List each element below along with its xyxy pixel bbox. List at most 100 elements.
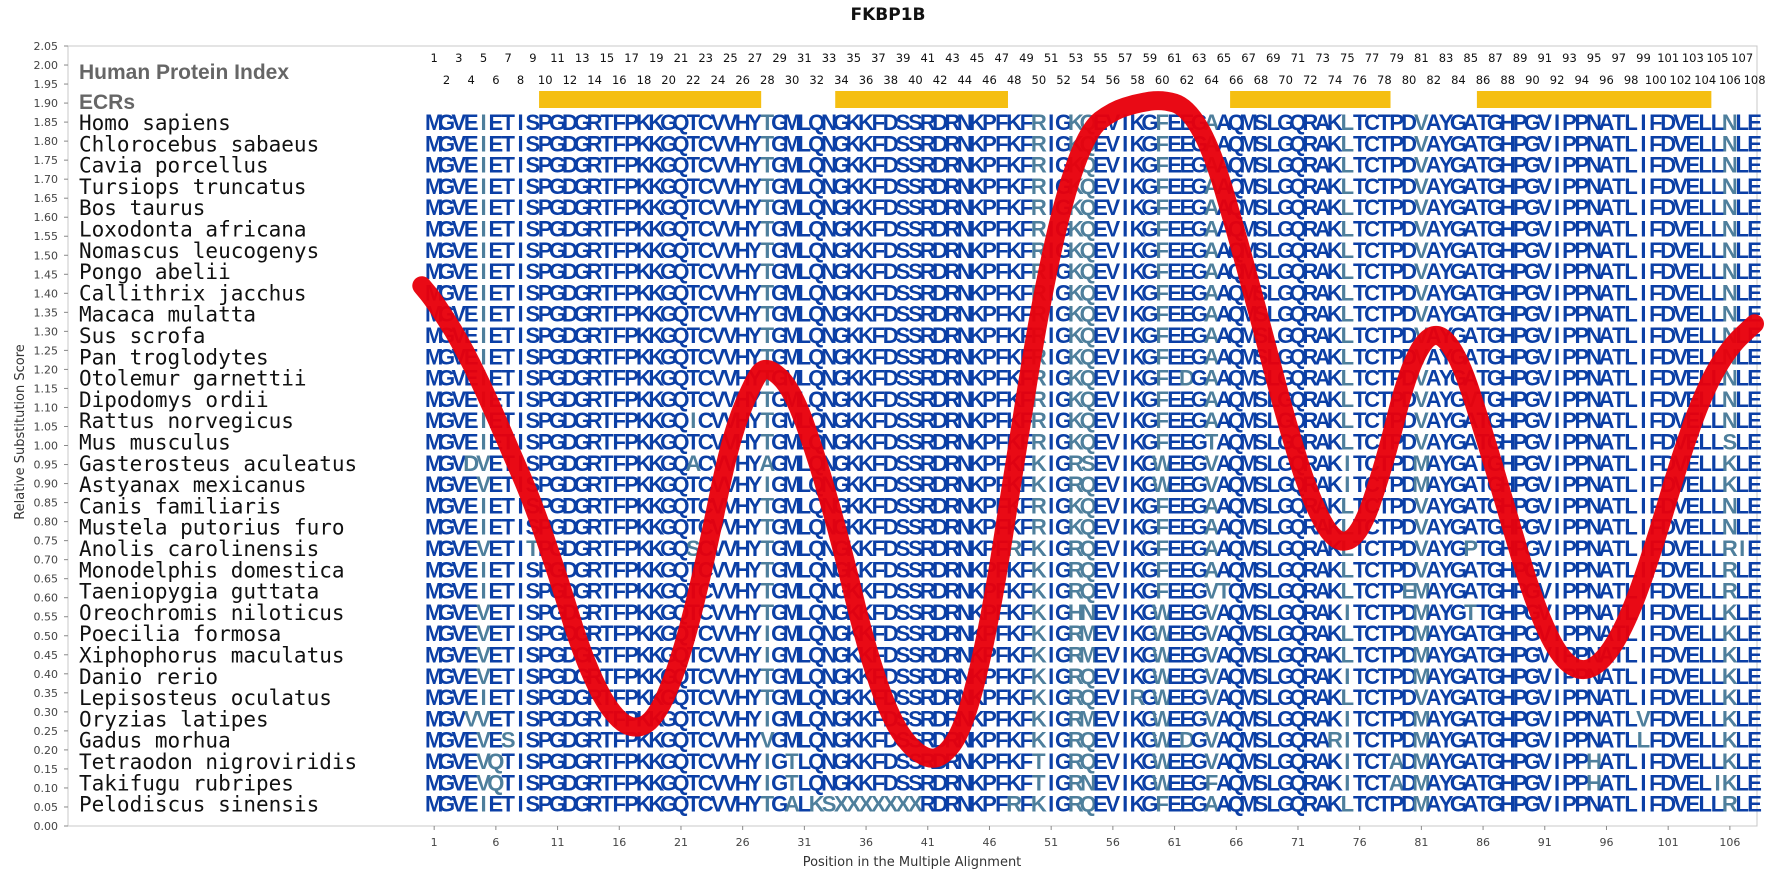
species-label: Taeniopygia guttata [79,580,319,604]
sequence-row: MGVEVET ISPGDGRTFPKKGQTCVVHYTGMLQNGKKFDSS… [425,664,1762,689]
position-number: 18 [637,73,652,87]
y-tick-label: 1.30 [34,325,59,338]
y-tick-label: 1.55 [34,230,59,243]
y-tick-label: 1.20 [34,363,59,376]
species-label: Pelodiscus sinensis [79,793,319,817]
position-number: 38 [883,73,898,87]
x-tick-label: 41 [921,836,935,849]
x-tick-label: 71 [1291,836,1305,849]
sequence-row: MGVEIET ISPGDGRTFPKKGQTCVVHYTGALKSXXXXXXX… [425,792,1762,817]
position-number: 9 [529,51,536,65]
y-tick-label: 1.45 [34,268,59,281]
species-label: Monodelphis domestica [79,558,345,582]
plot-frame [67,45,1758,827]
sequence-row: MGVEIET ISPGDGRTFPKKGQTCVVHYTGMLQNGKKFDSS… [425,579,1762,604]
position-number: 7 [505,51,512,65]
species-label: Rattus norvegicus [79,409,294,433]
x-tick-label: 81 [1414,836,1428,849]
position-number: 46 [982,73,997,87]
position-number: 54 [1081,73,1096,87]
y-tick-label: 0.95 [34,459,59,472]
y-tick-label: 1.95 [34,78,59,91]
sequence-row: MGVEVESISPGDGRTFPKKGQTCVVHYVGMLQNGKKFDSS… [425,728,1762,753]
position-number: 5 [480,51,487,65]
y-tick-label: 0.70 [34,554,59,567]
y-tick-label: 1.25 [34,344,59,357]
species-label: Anolis carolinensis [79,537,319,561]
position-number: 94 [1574,73,1589,87]
position-numbers: 1234567891011121314151617181920212223242… [431,51,1766,87]
species-label: Canis familiaris [79,494,281,518]
position-number: 70 [1278,73,1293,87]
position-number: 82 [1426,73,1441,87]
y-tick-label: 1.10 [34,401,59,414]
y-tick-label: 0.90 [34,478,59,491]
position-number: 97 [1611,51,1626,65]
position-number: 32 [809,73,824,87]
species-label: Oryzias latipes [79,707,269,731]
position-number: 68 [1254,73,1269,87]
species-label: Nomascus leucogenys [79,239,319,263]
y-tick-label: 0.25 [34,725,59,738]
sequence-row: MGVEIET ISPGDGRTFPKKGQTCVVHYTGMLQNGKKFDSS… [425,515,1762,540]
position-number: 87 [1488,51,1503,65]
position-number: 88 [1500,73,1515,87]
x-tick-label: 86 [1476,836,1490,849]
ecr-bar [835,91,1008,108]
y-tick-label: 0.85 [34,497,59,510]
y-tick-label: 0.15 [34,763,59,776]
sequence-row: MGVEVQT ISPGDGRTFPKKGQTCVVHYIGTLQNGKKFDSS… [425,770,1762,795]
position-number: 76 [1352,73,1367,87]
species-label: Otolemur garnettii [79,367,307,391]
x-tick-label: 11 [551,836,565,849]
sequence-row: MGVVVET ISPGDGRTFPKKGQTCVVHYIGMLQNGKKFDSS… [425,706,1762,731]
x-tick-label: 51 [1044,836,1058,849]
position-number: 17 [624,51,639,65]
position-number: 83 [1439,51,1454,65]
position-number: 74 [1328,73,1343,87]
sequence-row: MGVEVQT ISPGDGRTFPKKGQTCVVHYIGTLQNGKKFDSS… [425,749,1762,774]
y-tick-label: 0.45 [34,649,59,662]
position-number: 47 [994,51,1009,65]
position-number: 89 [1513,51,1528,65]
species-label: Mus musculus [79,431,231,455]
y-tick-label: 0.20 [34,744,59,757]
position-number: 58 [1130,73,1145,87]
position-number: 101 [1657,51,1679,65]
y-tick-label: 1.50 [34,249,59,262]
species-label: Pongo abelii [79,260,231,284]
species-label: Sus scrofa [79,324,205,348]
position-number: 16 [612,73,627,87]
y-tick-label: 0.10 [34,782,59,795]
sequence-row: MGVEIET ISPGDGRTFPKKGQTCVVHYTGMLQNGKKFDSS… [425,344,1762,369]
ecr-bar [1230,91,1391,108]
species-label: Takifugu rubripes [79,771,294,795]
position-number: 25 [723,51,738,65]
position-number: 39 [896,51,911,65]
species-label: Bos taurus [79,196,205,220]
x-tick-label: 76 [1353,836,1367,849]
position-number: 26 [735,73,750,87]
position-number: 37 [871,51,886,65]
x-tick-label: 106 [1719,836,1740,849]
position-number: 96 [1599,73,1614,87]
y-tick-label: 1.35 [34,306,59,319]
sequence-row: MGVEIET ISPGDGRTFPKKGQTCVVHYTGMLQNGKKFDSS… [425,195,1762,220]
y-tick-label: 1.40 [34,287,59,300]
x-tick-label: 56 [1106,836,1120,849]
position-number: 2 [443,73,450,87]
y-tick-label: 1.70 [34,173,59,186]
sequence-row: MGVEIET ISPGDGRTFPKKGQTCVVHYTGMLQNGKKFDSS… [425,238,1762,263]
position-number: 23 [698,51,713,65]
position-number: 44 [957,73,972,87]
position-number: 104 [1694,73,1716,87]
position-number: 33 [822,51,837,65]
y-tick-label: 0.75 [34,535,59,548]
position-number: 72 [1303,73,1318,87]
species-label: Poecilia formosa [79,622,281,646]
x-tick-label: 66 [1229,836,1243,849]
position-number: 43 [945,51,960,65]
position-number: 59 [1143,51,1158,65]
sequence-row: MGVEIET ISPGDGRTFPKKGQTCVVHYTGMLQNGKKFDSS… [425,366,1762,391]
y-axis: 0.00 0.05 0.10 0.15 0.20 0.25 0.30 0.35 0.40 0.45… [34,40,68,833]
